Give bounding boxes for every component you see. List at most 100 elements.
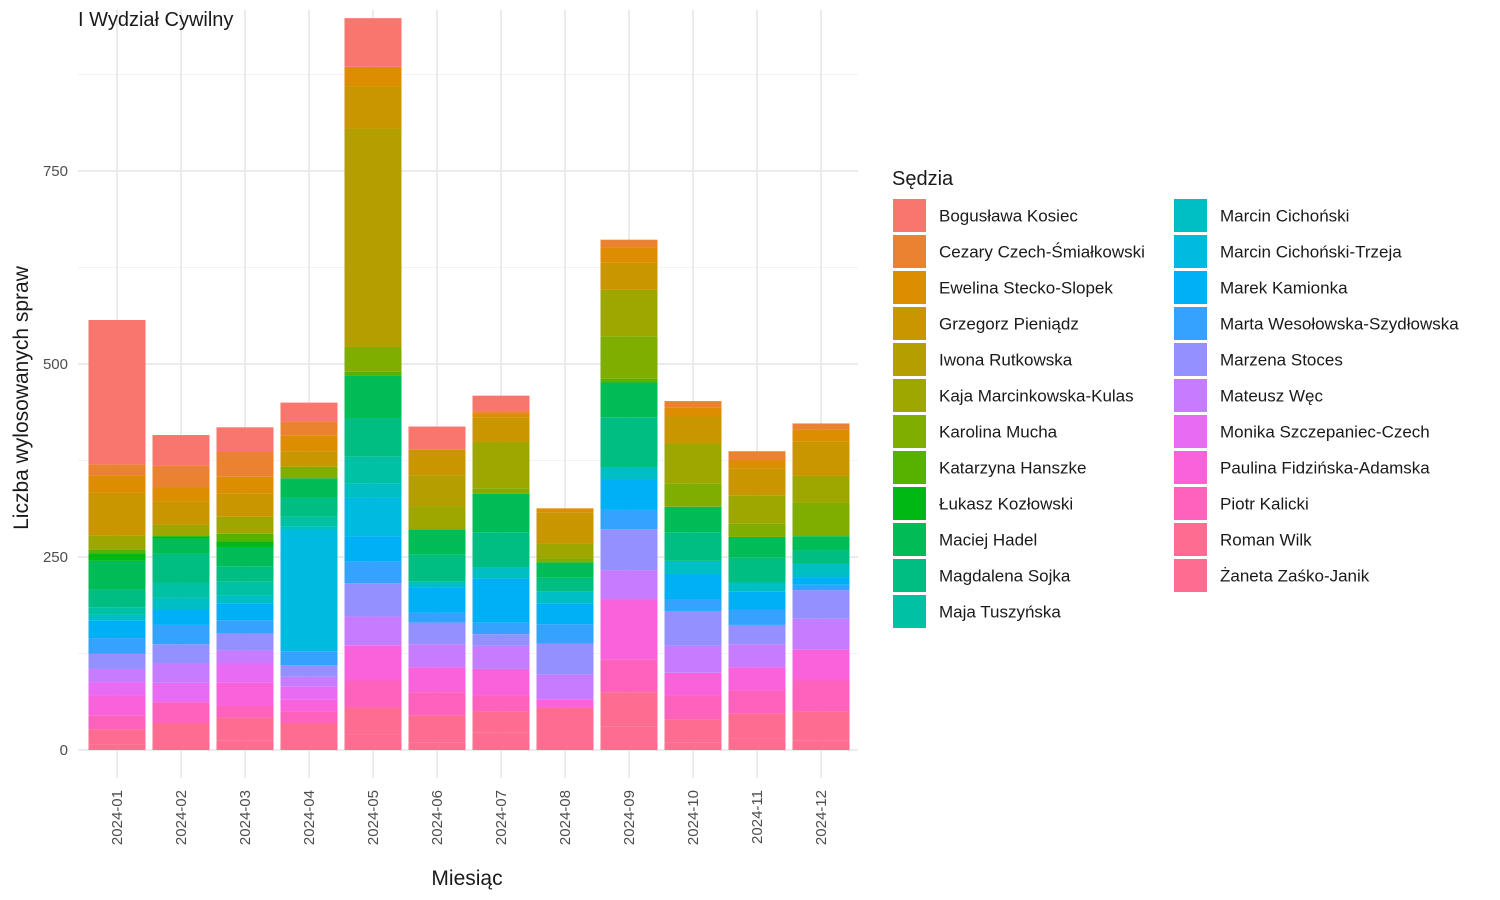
legend-swatch	[893, 271, 926, 304]
legend-swatch	[893, 595, 926, 628]
legend-item: Kaja Marcinkowska-Kulas	[893, 379, 1134, 412]
legend-item: Roman Wilk	[1174, 523, 1312, 556]
bar-segment	[408, 715, 466, 743]
bar-segment	[600, 479, 658, 510]
bar-segment	[728, 557, 786, 583]
legend-item: Marzena Stoces	[1174, 343, 1343, 376]
bar-segment	[152, 663, 210, 683]
x-tick-label: 2024-07	[493, 790, 510, 845]
bar-segment	[216, 682, 274, 706]
bar-segment	[152, 624, 210, 645]
legend-swatch	[893, 523, 926, 556]
legend-label: Marzena Stoces	[1220, 351, 1343, 370]
bar-segment	[280, 478, 338, 498]
bar-segment	[664, 742, 722, 750]
bar-segment	[344, 497, 402, 537]
bar-segment	[664, 407, 722, 417]
bar-segment	[280, 711, 338, 723]
bar-segment	[280, 497, 338, 517]
bar-segment	[536, 577, 594, 592]
bar-segment	[728, 738, 786, 750]
bar-segment	[152, 722, 210, 750]
x-tick-label: 2024-01	[109, 790, 126, 845]
legend-item: Marcin Cichoński-Trzeja	[1174, 235, 1402, 268]
bar-segment	[664, 506, 722, 533]
bar-segment	[152, 609, 210, 625]
bar-segment	[88, 614, 146, 621]
bar-segment	[152, 702, 210, 723]
bar-segment	[728, 690, 786, 714]
legend-label: Cezary Czech-Śmiałkowski	[939, 243, 1145, 262]
bar-segment	[152, 553, 210, 583]
bar-segment	[728, 624, 786, 645]
legend-swatch	[893, 307, 926, 340]
bar-segment	[664, 401, 722, 408]
legend-label: Paulina Fidzińska-Adamska	[1220, 459, 1430, 478]
bar-segment	[792, 441, 850, 476]
bar-segment	[408, 506, 466, 530]
legend-item: Bogusława Kosiec	[893, 199, 1078, 232]
legend-title: Sędzia	[892, 168, 954, 190]
legend-swatch	[893, 487, 926, 520]
legend-item: Maciej Hadel	[893, 523, 1037, 556]
bar-segment	[344, 66, 402, 87]
bar-segment	[600, 378, 658, 383]
bar-segment	[472, 488, 530, 494]
bar-segment	[216, 581, 274, 596]
bar-segment	[280, 722, 338, 750]
y-tick-label: 500	[43, 356, 68, 373]
bar-segment	[280, 451, 338, 467]
legend-label: Grzegorz Pieniądz	[939, 315, 1079, 334]
bar-segment	[152, 682, 210, 703]
bar-segment	[472, 441, 530, 489]
legend-swatch	[893, 379, 926, 412]
bar-segment	[472, 395, 530, 412]
bar-segment	[728, 451, 786, 461]
legend-label: Piotr Kalicki	[1220, 495, 1309, 514]
y-axis-title: Liczba wylosowanych spraw	[10, 265, 33, 530]
legend-label: Marek Kamionka	[1220, 279, 1348, 298]
legend-item: Marek Kamionka	[1174, 271, 1348, 304]
legend-item: Marcin Cichoński	[1174, 199, 1349, 232]
bar-segment	[728, 523, 786, 537]
legend-label: Marcin Cichoński-Trzeja	[1220, 243, 1402, 262]
legend-item: Paulina Fidzińska-Adamska	[1174, 451, 1430, 484]
legend-label: Mateusz Węc	[1220, 387, 1323, 406]
bar-segment	[408, 587, 466, 613]
bar-segment	[600, 659, 658, 693]
bar-segment	[280, 526, 338, 530]
legend-label: Magdalena Sojka	[939, 567, 1071, 586]
legend-item: Grzegorz Pieniądz	[893, 307, 1079, 340]
bar-segment	[408, 554, 466, 582]
bar-segment	[216, 620, 274, 634]
bar-segment	[664, 695, 722, 720]
bar-segment	[152, 487, 210, 502]
bar-segment	[664, 443, 722, 484]
bar-segment	[152, 538, 210, 554]
legend-swatch	[1174, 451, 1207, 484]
bar-segment	[472, 622, 530, 635]
bar-segment	[408, 667, 466, 693]
bar-segment	[792, 475, 850, 503]
bar-segment	[536, 707, 594, 750]
legend-label: Katarzyna Hanszke	[939, 459, 1086, 478]
bar-segment	[472, 668, 530, 696]
bar-segment	[536, 699, 594, 708]
bar-segment	[600, 692, 658, 727]
bar-segment	[792, 680, 850, 712]
bar-segment	[472, 532, 530, 568]
bar-segment	[408, 475, 466, 507]
legend: Bogusława Kosiec Cezary Czech-Śmiałkowski…	[893, 199, 1459, 628]
bar-segment	[600, 382, 658, 418]
bar-segment	[280, 651, 338, 666]
bar-segment	[728, 460, 786, 469]
bar-segment	[664, 416, 722, 444]
bar-segment	[216, 595, 274, 604]
bar-segment	[600, 599, 658, 660]
legend-swatch	[893, 451, 926, 484]
bar-segment	[536, 543, 594, 559]
bar-segment	[88, 729, 146, 745]
bar-segment	[280, 686, 338, 700]
y-tick-label: 0	[60, 742, 68, 759]
legend-label: Roman Wilk	[1220, 531, 1312, 550]
